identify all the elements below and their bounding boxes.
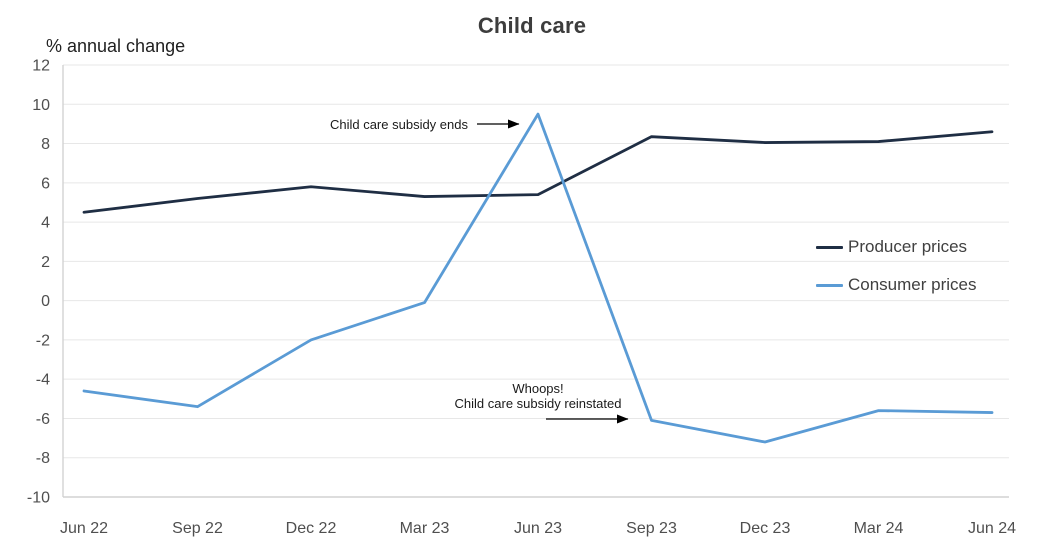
y-tick-label: 4 [41,215,50,232]
y-tick-label: -6 [36,411,50,428]
producer-prices-line [82,130,994,214]
axis-lines [62,65,1009,498]
y-tick-label: 6 [41,175,50,192]
y-tick-label: -10 [27,490,50,507]
x-tick-label: Jun 23 [514,520,562,537]
x-tick-label: Sep 23 [626,520,677,537]
y-axis-caption: % annual change [46,36,186,56]
producer-line-swatch [816,245,843,249]
y-tick-label: -4 [36,372,50,389]
x-tick-label: Mar 24 [854,520,904,537]
y-tick-labels: -10 -8 -6 -4 -2 0 2 4 6 8 10 12 [27,58,50,507]
annotation-subsidy-ends: Child care subsidy ends [329,117,468,132]
y-tick-label: 8 [41,136,50,153]
legend-label-producer: Producer prices [848,237,968,256]
y-tick-label: 10 [32,97,50,114]
chart-title: Child care [477,13,587,38]
legend-item-producer: Producer prices [816,228,977,266]
y-tick-label: 0 [41,293,50,310]
y-tick-label: 2 [41,254,50,271]
x-tick-label: Mar 23 [400,520,450,537]
annotation-whoops-line1: Whoops! [512,381,564,396]
y-tick-label: 12 [32,58,50,75]
consumer-prices-line [82,112,994,444]
annotation-whoops-line2: Child care subsidy reinstated [454,396,622,411]
x-tick-label: Dec 22 [286,520,337,537]
gridlines [63,64,1009,459]
x-tick-label: Dec 23 [740,520,791,537]
x-tick-labels: Jun 22 Sep 22 Dec 22 Mar 23 Jun 23 Sep 23 Dec … [60,520,1016,537]
legend: Producer prices Consumer prices [816,228,977,304]
y-tick-label: -2 [36,332,50,349]
data-series-lines [82,112,994,444]
x-tick-label: Jun 22 [60,520,108,537]
legend-item-consumer: Consumer prices [816,266,977,304]
x-tick-label: Sep 22 [172,520,223,537]
y-tick-label: -8 [36,450,50,467]
annotation-subsidy-reinstated: Whoops! Child care subsidy reinstated [438,381,638,411]
x-tick-label: Jun 24 [968,520,1016,537]
legend-label-consumer: Consumer prices [848,275,977,294]
consumer-line-swatch [816,283,843,287]
